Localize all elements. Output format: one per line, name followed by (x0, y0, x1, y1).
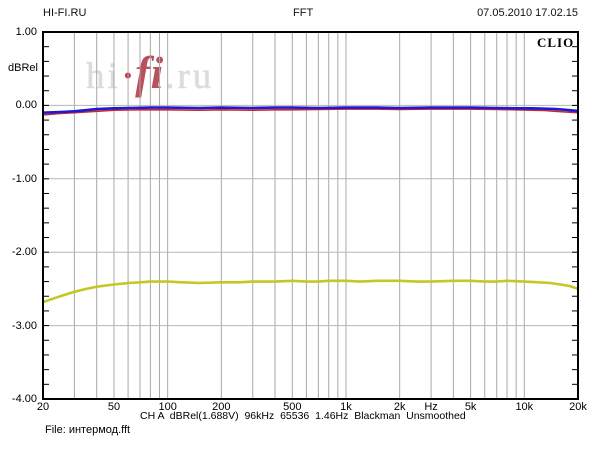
y-tick-label: -4.00 (11, 393, 37, 405)
watermark-text-ru: .ru (165, 56, 215, 97)
x-tick-label: 5k (464, 401, 477, 413)
x-tick-label: 20k (569, 401, 587, 413)
x-tick-label: 10k (515, 401, 534, 413)
clio-brand-label: CLIO (537, 35, 575, 50)
datetime-label: 07.05.2010 17.02.15 (477, 7, 578, 19)
measurement-status-line: CH A dBRel(1.688V) 96kHz 65536 1.46Hz Bl… (140, 410, 466, 422)
y-tick-label: -1.00 (11, 172, 37, 185)
y-axis-unit-label: dBRel (8, 62, 38, 74)
watermark-text-hi: hi (86, 56, 121, 97)
plot-frame (42, 31, 579, 400)
curve-channel-red (42, 108, 579, 116)
curve-channel-blue (42, 106, 579, 114)
x-tick-label: 50 (107, 401, 121, 413)
y-tick-label: -2.00 (11, 246, 37, 259)
y-tick-label: 1.00 (15, 26, 37, 38)
site-label: HI-FI.RU (43, 7, 87, 19)
x-tick-label: 20 (36, 401, 50, 413)
y-tick-label: 0.00 (15, 99, 37, 112)
page-title: FFT (293, 7, 314, 19)
fft-plot (42, 31, 579, 400)
y-tick-label: -3.00 (11, 319, 37, 332)
file-name-label: File: интермод.fft (45, 424, 131, 436)
curve-intermod-yellow (42, 279, 579, 304)
